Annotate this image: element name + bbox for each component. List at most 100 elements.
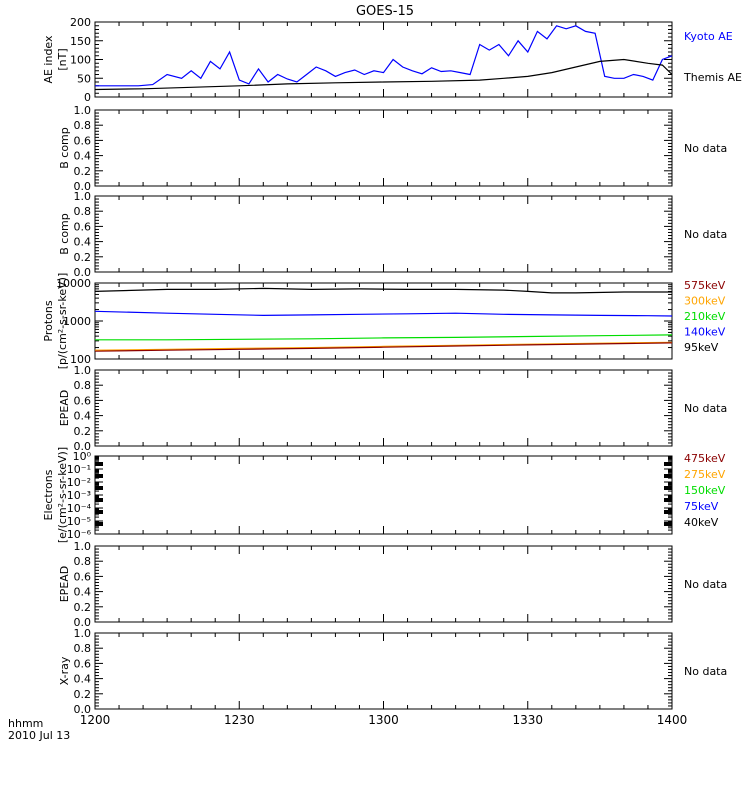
- no-data-note: No data: [684, 402, 727, 415]
- y-tick-label: 0.6: [74, 394, 92, 407]
- legend-entry: 40keV: [684, 516, 719, 529]
- y-tick-label: 200: [70, 16, 91, 29]
- edge-block: [95, 486, 103, 490]
- y-tick-label: 1.0: [74, 104, 92, 117]
- y-minor-ticks: [95, 284, 672, 349]
- y-tick-label: 0.6: [74, 570, 92, 583]
- y-tick-label: 100: [70, 353, 91, 366]
- legend-entry: 300keV: [684, 295, 726, 308]
- series-line-300kev: [94, 341, 673, 351]
- y-minor-ticks: [95, 635, 672, 707]
- panel-bcomp2: 0.0 0.2 0.4 0.6 0.8 1.0B comp No data: [58, 190, 727, 279]
- x-tick-label: 1400: [657, 713, 688, 727]
- y-tick-label: 10⁰: [73, 450, 92, 463]
- y-axis-label: [p/(cm²-s-sr-keV)]: [56, 273, 69, 370]
- edge-block: [664, 474, 672, 478]
- y-tick-label: 1000: [63, 315, 91, 328]
- legend-entry: 575keV: [684, 279, 726, 292]
- y-tick-label: 10⁻¹: [67, 463, 91, 476]
- y-axis-label: [nT]: [56, 48, 69, 70]
- series-line-210kev: [95, 334, 673, 341]
- no-data-note: No data: [684, 578, 727, 591]
- y-tick-label: 0.6: [74, 134, 92, 147]
- y-tick-label: 0.6: [74, 657, 92, 670]
- x-tick-label: 1300: [368, 713, 399, 727]
- y-tick-label: 10⁻⁶: [67, 528, 92, 541]
- y-tick-label: 0.2: [74, 165, 92, 178]
- legend-entry: 95keV: [684, 341, 719, 354]
- y-minor-ticks: [95, 25, 672, 94]
- panel-frame: [94, 195, 673, 273]
- y-tick-label: 10⁻⁵: [67, 515, 91, 528]
- x-tick-label: 1230: [224, 713, 255, 727]
- y-tick-label: 0.4: [74, 673, 92, 686]
- y-tick-label: 0.0: [74, 266, 92, 279]
- y-tick-label: 100: [70, 54, 91, 67]
- panel-frame: [94, 545, 673, 623]
- y-tick-label: 0.0: [74, 180, 92, 193]
- y-tick-label: 0.8: [74, 379, 92, 392]
- no-data-note: No data: [684, 665, 727, 678]
- y-tick-label: 0.2: [74, 251, 92, 264]
- x-tick-label: 1200: [80, 713, 111, 727]
- legend-entry: Themis AE: [683, 71, 742, 84]
- panel-frame: [94, 632, 673, 710]
- y-tick-label: 0.4: [74, 586, 92, 599]
- y-tick-label: 10⁻³: [67, 489, 91, 502]
- edge-block: [95, 522, 103, 526]
- edge-block: [664, 522, 672, 526]
- y-axis-label: EPEAD: [58, 566, 71, 603]
- y-tick-label: 0.6: [74, 220, 92, 233]
- y-tick-label: 0.2: [74, 688, 92, 701]
- edge-block: [95, 498, 103, 502]
- y-tick-label: 0.4: [74, 150, 92, 163]
- x-corner-label-hhmm: hhmm: [8, 717, 43, 730]
- x-tick-label: 1330: [512, 713, 543, 727]
- edge-block: [664, 510, 672, 514]
- y-tick-label: 0.0: [74, 440, 92, 453]
- legend-entry: 140keV: [684, 326, 726, 339]
- panel-frame: [94, 109, 673, 187]
- y-tick-label: 0.0: [74, 703, 92, 716]
- y-minor-ticks: [95, 112, 672, 184]
- y-tick-label: 0.2: [74, 425, 92, 438]
- y-axis-label: [e/(cm²-s-sr-keV)]: [56, 447, 69, 543]
- y-axis-label: Electrons: [42, 469, 55, 520]
- y-axis-label: EPEAD: [58, 390, 71, 427]
- panels-group: 0 50 100 150 200 AE index [nT] Kyoto AE Themis A…: [42, 16, 742, 716]
- legend-entry: 150keV: [684, 484, 726, 497]
- y-axis-label: B comp: [58, 213, 71, 255]
- y-tick-label: 0.4: [74, 236, 92, 249]
- edge-block: [95, 462, 103, 466]
- edge-block: [664, 486, 672, 490]
- y-minor-ticks: [95, 456, 672, 531]
- y-tick-label: 0.8: [74, 119, 92, 132]
- y-tick-label: 1.0: [74, 627, 92, 640]
- series-line-themis-ae: [94, 58, 673, 91]
- series-line-kyoto-ae: [95, 25, 673, 87]
- panel-frame: [94, 369, 673, 447]
- y-tick-label: 0.0: [74, 616, 92, 629]
- panel-frame: [94, 21, 673, 98]
- panel-xray: 0.0 0.2 0.4 0.6 0.8 1.0 X-ray No data: [58, 627, 727, 716]
- edge-block: [664, 498, 672, 502]
- legend-entry: 275keV: [684, 468, 726, 481]
- y-tick-label: 10000: [56, 277, 91, 290]
- no-data-note: No data: [684, 228, 727, 241]
- y-tick-label: 1.0: [74, 540, 92, 553]
- legend-entry: 210keV: [684, 310, 726, 323]
- legend-entry: 75keV: [684, 500, 719, 513]
- series-line-575kev: [94, 342, 673, 352]
- y-tick-label: 0.4: [74, 410, 92, 423]
- y-tick-label: 150: [70, 35, 91, 48]
- y-minor-ticks: [95, 548, 672, 620]
- y-minor-ticks: [95, 198, 672, 270]
- chart-title: GOES-15: [356, 4, 414, 19]
- legend-entry: 475keV: [684, 452, 726, 465]
- no-data-note: No data: [684, 142, 727, 155]
- edge-block: [95, 510, 103, 514]
- y-minor-ticks: [95, 372, 672, 444]
